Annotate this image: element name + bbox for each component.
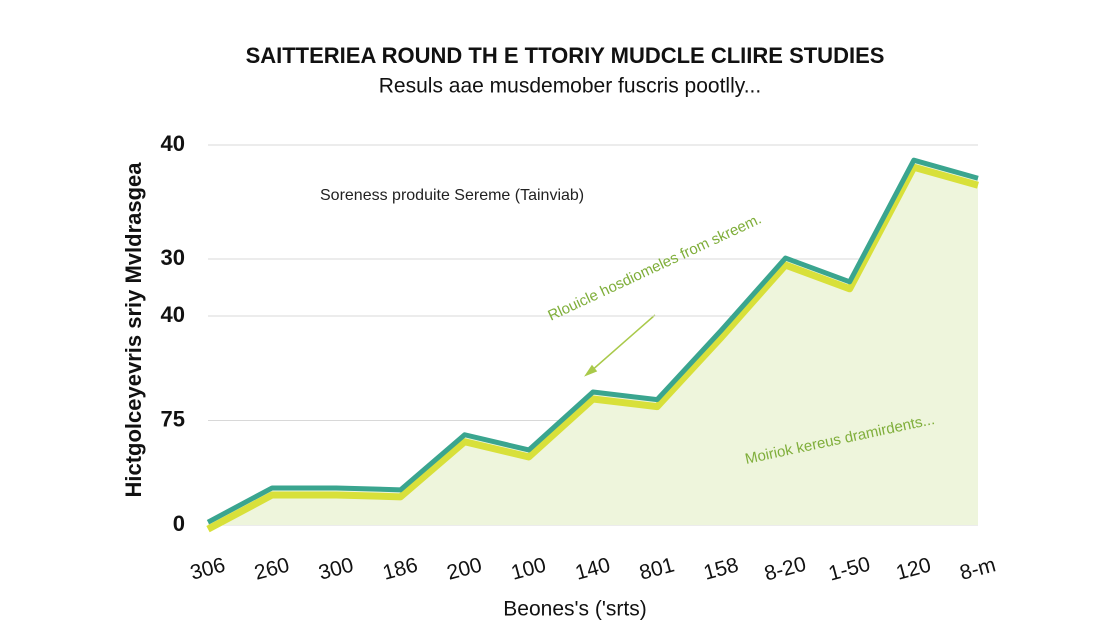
y-tick-label: 0	[173, 511, 185, 536]
x-tick-label: 260	[252, 553, 292, 584]
area-edge	[206, 163, 979, 533]
x-tick-label: 1-50	[826, 553, 873, 586]
x-tick-label: 8-20	[762, 553, 809, 586]
x-tick-label: 120	[894, 553, 934, 584]
x-tick-label: 801	[637, 553, 677, 584]
y-axis-label: Hictgolceyevris sriy Mvldrasgea	[121, 162, 146, 498]
y-tick-label: 40	[161, 131, 185, 156]
x-tick-label: 8-m	[957, 553, 998, 585]
x-tick-label: 158	[701, 553, 741, 584]
x-tick-label: 186	[380, 553, 420, 584]
chart-subtitle: Resuls aae musdemober fuscris pootlly...	[379, 75, 761, 98]
y-tick-label: 30	[161, 245, 185, 270]
chart-title: SAITTERIEA ROUND TH E TTORIY MUDCLE CLII…	[246, 43, 885, 68]
x-axis-label: Beones's ('srts)	[503, 598, 646, 621]
y-tick-label: 40	[161, 302, 185, 327]
x-tick-label: 306	[188, 553, 228, 584]
annotation: Soreness produite Sereme (Tainviab)	[320, 187, 584, 204]
y-tick-label: 75	[161, 406, 185, 431]
x-tick-label: 200	[445, 553, 485, 584]
x-tick-label: 140	[573, 553, 613, 584]
line	[206, 157, 979, 525]
x-tick-label: 100	[509, 553, 549, 584]
annotation: Rlouicle hosdiomeles from skreem.	[545, 210, 764, 324]
area	[208, 160, 978, 525]
x-tick-label: 300	[316, 553, 356, 584]
